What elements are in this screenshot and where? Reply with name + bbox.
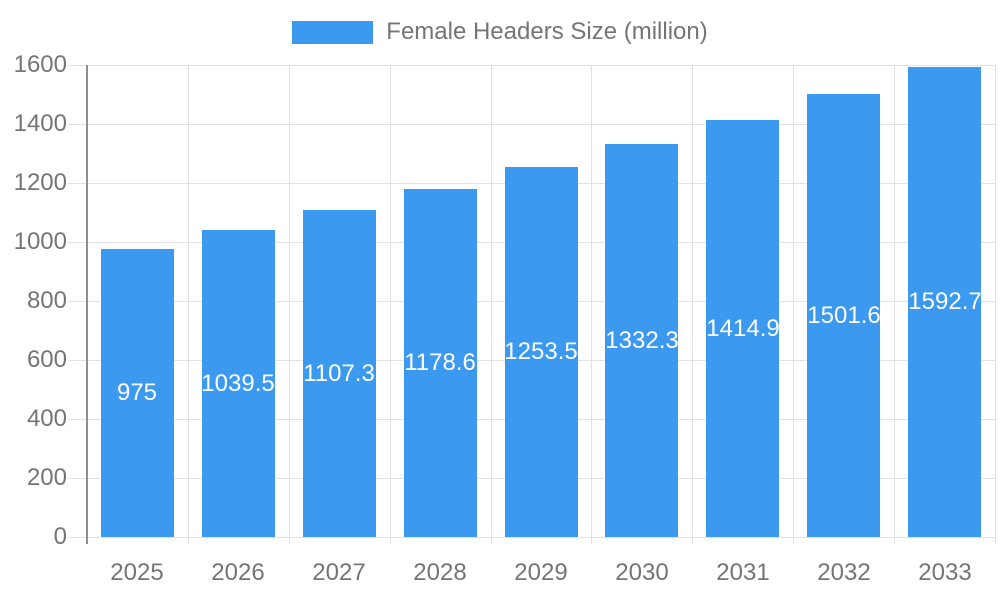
legend-swatch <box>292 20 374 44</box>
y-gridline <box>68 537 995 538</box>
bar-value-label: 1039.5 <box>201 370 275 397</box>
x-gridline <box>188 65 189 544</box>
y-axis-tick-label: 200 <box>26 464 67 491</box>
bar-2031 <box>706 120 779 537</box>
bar-value-label: 1414.9 <box>706 315 780 342</box>
y-gridline <box>68 124 995 125</box>
y-axis-line <box>86 65 88 544</box>
bar-value-label: 1592.7 <box>908 288 982 315</box>
bar-2030 <box>605 144 678 537</box>
bar-2032 <box>807 94 880 537</box>
x-axis-tick-label: 2025 <box>110 559 164 586</box>
x-axis-tick-label: 2033 <box>918 559 972 586</box>
bar-value-label: 1332.3 <box>605 327 679 354</box>
y-axis-tick-label: 800 <box>26 287 67 314</box>
y-axis-tick-label: 1400 <box>13 110 67 137</box>
bar-2028 <box>404 189 477 537</box>
y-axis-tick-label: 600 <box>26 346 67 373</box>
bar-value-label: 1501.6 <box>807 302 881 329</box>
bar-2027 <box>303 210 376 537</box>
x-gridline <box>793 65 794 544</box>
bar-2026 <box>202 230 275 537</box>
bar-value-label: 975 <box>116 379 158 406</box>
x-gridline <box>692 65 693 544</box>
x-axis-tick-label: 2027 <box>312 559 366 586</box>
x-axis-tick-label: 2026 <box>211 559 265 586</box>
x-axis-tick-label: 2031 <box>716 559 770 586</box>
legend-label: Female Headers Size (million) <box>386 18 708 45</box>
y-axis-tick-label: 0 <box>53 523 67 550</box>
y-gridline <box>68 65 995 66</box>
y-axis-tick-label: 1200 <box>13 169 67 196</box>
legend: Female Headers Size (million) <box>0 17 1000 47</box>
x-gridline <box>390 65 391 544</box>
x-axis-tick-label: 2030 <box>615 559 669 586</box>
x-axis-tick-label: 2028 <box>413 559 467 586</box>
y-axis-tick-label: 1000 <box>13 228 67 255</box>
x-gridline <box>995 65 996 544</box>
y-axis-tick-label: 1600 <box>13 51 67 78</box>
y-axis-tick-label: 400 <box>26 405 67 432</box>
bar-value-label: 1253.5 <box>504 338 578 365</box>
x-gridline <box>289 65 290 544</box>
x-axis-tick-label: 2032 <box>817 559 871 586</box>
x-gridline <box>591 65 592 544</box>
x-gridline <box>894 65 895 544</box>
x-gridline <box>491 65 492 544</box>
bar-2033 <box>908 67 981 537</box>
bar-value-label: 1107.3 <box>303 360 375 387</box>
bar-value-label: 1178.6 <box>404 349 476 376</box>
x-axis-tick-label: 2029 <box>514 559 568 586</box>
bar-2025 <box>101 249 174 537</box>
bar-2029 <box>505 167 578 537</box>
